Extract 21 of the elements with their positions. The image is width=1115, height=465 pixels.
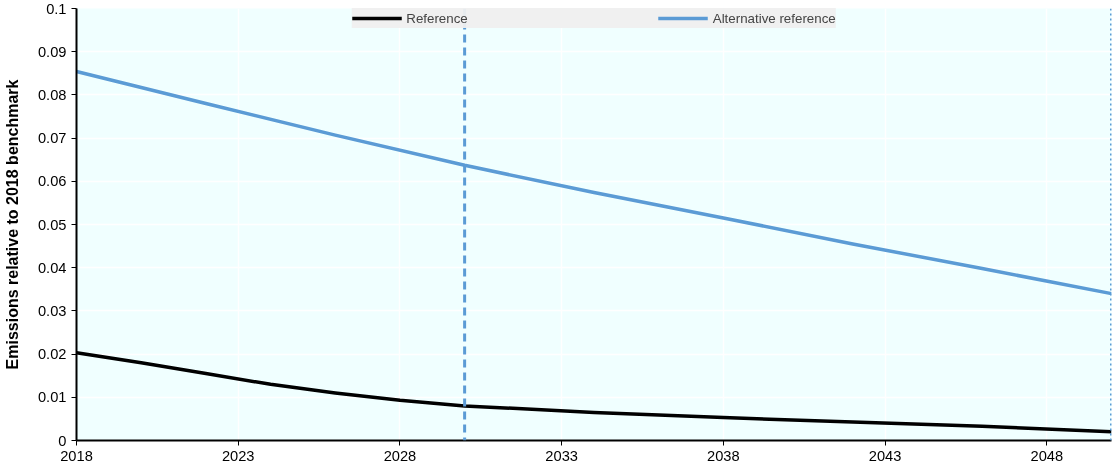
legend-label: Reference bbox=[406, 10, 468, 26]
y-axis-title: Emissions relative to 2018 benchmark bbox=[3, 79, 21, 370]
x-tick-label: 2018 bbox=[60, 447, 93, 464]
y-tick-label: 0.09 bbox=[37, 43, 67, 60]
y-tick-label: 0.01 bbox=[37, 389, 67, 406]
y-tick-label: 0.06 bbox=[37, 173, 67, 190]
y-tick-label: 0 bbox=[58, 432, 67, 449]
x-tick-label: 2033 bbox=[545, 447, 578, 464]
y-tick-label: 0.05 bbox=[37, 216, 67, 233]
x-tick-label: 2048 bbox=[1030, 447, 1064, 464]
x-tick-label: 2038 bbox=[707, 447, 740, 464]
x-tick-label: 2023 bbox=[221, 447, 255, 464]
y-tick-label: 0.07 bbox=[37, 130, 67, 147]
y-tick-label: 0.04 bbox=[37, 259, 67, 276]
y-tick-label: 0.1 bbox=[46, 0, 67, 17]
x-tick-label: 2043 bbox=[868, 447, 902, 464]
y-tick-label: 0.08 bbox=[37, 86, 67, 103]
y-tick-label: 0.02 bbox=[37, 346, 67, 363]
y-tick-label: 0.03 bbox=[37, 302, 67, 319]
legend-label: Alternative reference bbox=[712, 10, 836, 26]
x-tick-label: 2028 bbox=[383, 447, 417, 464]
